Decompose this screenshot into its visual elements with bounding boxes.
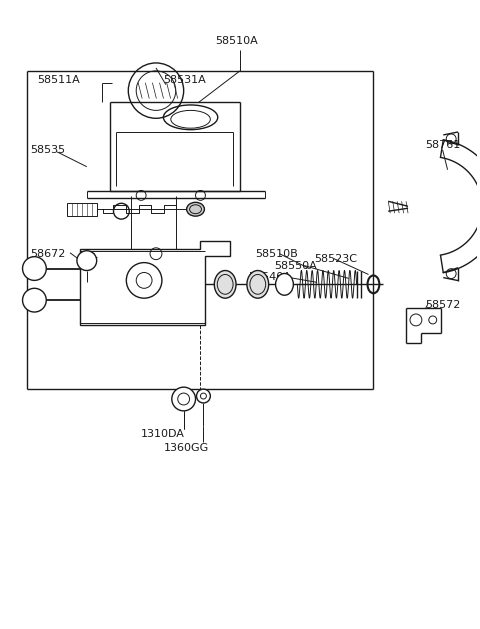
Circle shape <box>196 389 210 403</box>
Ellipse shape <box>187 203 204 216</box>
Text: 58510A: 58510A <box>216 36 258 47</box>
Text: 58511A: 58511A <box>37 75 80 85</box>
Text: 58523C: 58523C <box>314 253 357 264</box>
Text: 58550A: 58550A <box>275 260 317 270</box>
Circle shape <box>77 251 96 270</box>
Text: 58540A: 58540A <box>248 272 291 282</box>
Text: 58531A: 58531A <box>163 75 205 85</box>
Ellipse shape <box>214 270 236 298</box>
Text: 58510B: 58510B <box>255 249 298 259</box>
Text: 58535: 58535 <box>30 145 66 155</box>
Text: 58672: 58672 <box>30 249 66 259</box>
Text: 58572: 58572 <box>425 300 460 310</box>
Text: 1310DA: 1310DA <box>141 428 185 438</box>
Text: 58761: 58761 <box>425 140 460 150</box>
Text: 1360GG: 1360GG <box>164 442 209 452</box>
Circle shape <box>23 257 46 281</box>
Circle shape <box>172 387 195 411</box>
Ellipse shape <box>247 270 269 298</box>
Circle shape <box>23 288 46 312</box>
Ellipse shape <box>276 274 293 295</box>
